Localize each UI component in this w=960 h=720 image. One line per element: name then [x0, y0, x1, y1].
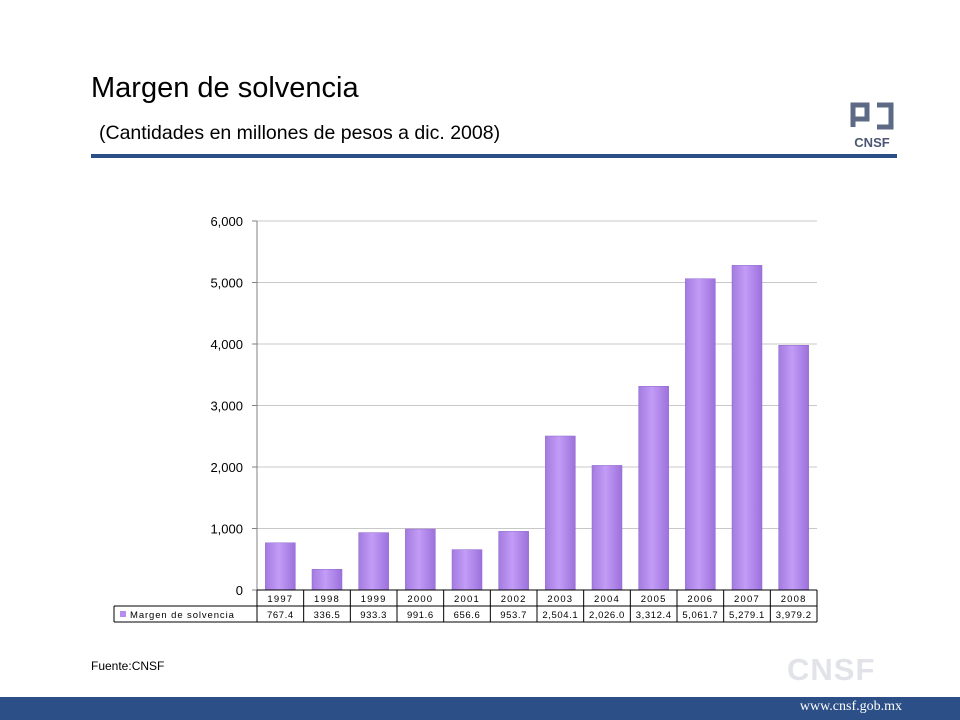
data-label: 767.4 [267, 610, 294, 621]
data-label: 5,279.1 [729, 610, 765, 621]
data-label: 2,504.1 [542, 610, 578, 621]
data-label: 933.3 [360, 610, 387, 621]
data-label: 953.7 [500, 610, 527, 621]
data-label: 5,061.7 [682, 610, 718, 621]
x-tick-label: 2005 [641, 594, 667, 605]
bar-1997 [265, 542, 296, 591]
bar-2008 [778, 345, 809, 591]
x-tick-label: 2006 [687, 594, 713, 605]
title-rule [91, 154, 897, 158]
footer-url[interactable]: www.cnsf.gob.mx [799, 699, 902, 714]
data-label: 991.6 [407, 610, 434, 621]
bar-2001 [451, 549, 483, 591]
slide-subtitle: (Cantidades en millones de pesos a dic. … [99, 122, 501, 144]
x-tick-label: 1999 [361, 594, 387, 605]
bar-1999 [358, 532, 389, 591]
bar-2006 [685, 278, 716, 591]
logo-emblem-icon [850, 102, 894, 130]
x-tick-label: 1997 [267, 594, 293, 605]
data-label: 2,026.0 [589, 610, 625, 621]
footer-bar: www.cnsf.gob.mx [0, 697, 960, 720]
x-tick-label: 2001 [454, 594, 480, 605]
y-tick-label: 3,000 [210, 399, 243, 414]
slide-title: Margen de solvencia [91, 72, 359, 104]
bar-2005 [638, 386, 669, 591]
x-tick-label: 2003 [547, 594, 573, 605]
y-tick-label: 4,000 [210, 337, 243, 352]
data-label: 3,312.4 [636, 610, 672, 621]
data-label: 656.6 [454, 610, 481, 621]
bar-2004 [591, 465, 623, 591]
watermark: CNSF [787, 652, 876, 687]
x-tick-label: 2004 [594, 594, 620, 605]
data-label: 336.5 [314, 610, 341, 621]
y-tick-label: 6,000 [210, 214, 243, 229]
x-tick-label: 2007 [734, 594, 760, 605]
x-tick-label: 2002 [501, 594, 527, 605]
cnsf-logo: CNSF [850, 102, 894, 149]
logo-text: CNSF [854, 135, 889, 149]
bar-2003 [545, 435, 576, 591]
legend-swatch [120, 611, 126, 617]
bar-2002 [498, 531, 529, 591]
x-tick-label: 2000 [407, 594, 433, 605]
y-tick-label: 2,000 [210, 460, 243, 475]
source-note: Fuente:CNSF [91, 659, 165, 673]
y-tick-label: 5,000 [210, 276, 243, 291]
bar-2007 [731, 265, 763, 591]
legend-label: Margen de solvencia [130, 610, 235, 621]
bar-1998 [311, 569, 343, 591]
data-label: 3,979.2 [776, 610, 812, 621]
x-tick-label: 1998 [314, 594, 340, 605]
y-tick-label: 1,000 [210, 522, 243, 537]
x-tick-label: 2008 [781, 594, 807, 605]
bar-2000 [405, 528, 436, 591]
y-tick-label: 0 [236, 583, 243, 598]
